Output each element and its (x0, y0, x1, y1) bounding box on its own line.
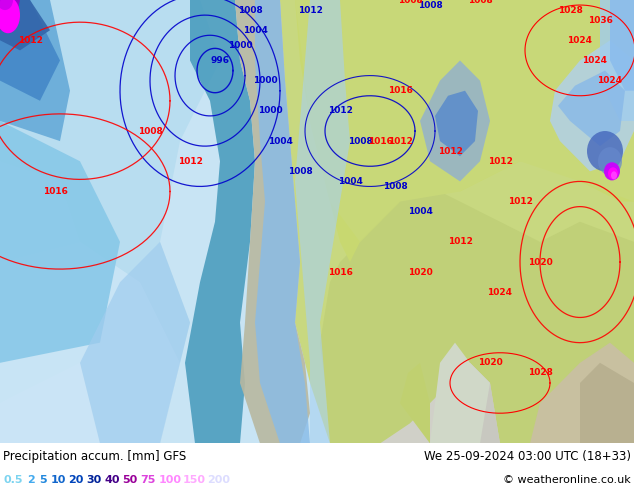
Text: 1004: 1004 (337, 177, 363, 186)
Text: 1024: 1024 (488, 288, 512, 297)
Polygon shape (220, 0, 310, 443)
Text: 0.5: 0.5 (3, 475, 22, 485)
Text: 1000: 1000 (257, 106, 282, 115)
Ellipse shape (608, 167, 618, 179)
Text: 1020: 1020 (408, 268, 432, 277)
Polygon shape (435, 91, 478, 156)
Text: 1016: 1016 (42, 187, 67, 196)
Text: 1024: 1024 (583, 56, 607, 65)
Polygon shape (380, 363, 500, 443)
Polygon shape (320, 181, 634, 443)
Text: 1004: 1004 (268, 137, 292, 146)
Text: 1004: 1004 (243, 26, 268, 35)
Text: 20: 20 (68, 475, 84, 485)
Text: 1008: 1008 (468, 0, 493, 4)
Polygon shape (600, 0, 634, 121)
Text: 100: 100 (158, 475, 181, 485)
Text: 1000: 1000 (228, 41, 252, 50)
Polygon shape (295, 0, 634, 262)
Ellipse shape (0, 0, 20, 33)
Ellipse shape (611, 172, 617, 179)
Text: 40: 40 (105, 475, 120, 485)
Ellipse shape (604, 162, 620, 180)
Text: 996: 996 (210, 56, 230, 65)
Text: 1000: 1000 (253, 76, 277, 85)
Text: 1008: 1008 (347, 137, 372, 146)
Text: 75: 75 (141, 475, 156, 485)
Polygon shape (580, 363, 634, 443)
Text: 200: 200 (207, 475, 231, 485)
Text: 1012: 1012 (297, 5, 323, 15)
Polygon shape (0, 0, 60, 101)
Text: 2: 2 (27, 475, 36, 485)
Text: 1024: 1024 (567, 36, 593, 45)
Text: 50: 50 (122, 475, 138, 485)
Text: 1012: 1012 (488, 157, 512, 166)
Text: © weatheronline.co.uk: © weatheronline.co.uk (503, 475, 631, 485)
Text: 1012: 1012 (328, 106, 353, 115)
Polygon shape (530, 343, 634, 443)
Polygon shape (400, 363, 430, 443)
Polygon shape (420, 60, 490, 181)
Text: 10: 10 (51, 475, 66, 485)
Polygon shape (0, 0, 50, 50)
Text: 1012: 1012 (448, 237, 472, 246)
Polygon shape (280, 0, 634, 443)
Text: 1012: 1012 (178, 157, 202, 166)
Polygon shape (440, 363, 500, 443)
Ellipse shape (598, 147, 622, 175)
Text: 1008: 1008 (418, 0, 443, 9)
Text: 1008: 1008 (238, 5, 262, 15)
Text: We 25-09-2024 03:00 UTC (18+33): We 25-09-2024 03:00 UTC (18+33) (424, 450, 631, 463)
Polygon shape (185, 0, 255, 443)
Text: 1012: 1012 (508, 197, 533, 206)
Polygon shape (0, 0, 220, 443)
Polygon shape (0, 0, 20, 30)
Text: 1028: 1028 (557, 5, 583, 15)
Text: 1012: 1012 (387, 137, 413, 146)
Text: 1036: 1036 (588, 16, 612, 24)
Text: 1008: 1008 (288, 167, 313, 176)
Polygon shape (295, 0, 634, 242)
Ellipse shape (587, 131, 623, 172)
Text: 150: 150 (183, 475, 206, 485)
Text: 1012: 1012 (437, 147, 462, 156)
Polygon shape (0, 242, 180, 443)
Polygon shape (295, 0, 350, 443)
Text: 1020: 1020 (527, 258, 552, 267)
Polygon shape (558, 71, 625, 146)
Polygon shape (0, 161, 80, 262)
Polygon shape (430, 343, 490, 443)
Polygon shape (0, 363, 100, 443)
Polygon shape (0, 0, 120, 363)
Polygon shape (610, 0, 634, 91)
Text: 1008: 1008 (398, 0, 422, 4)
Polygon shape (80, 242, 190, 443)
Text: Precipitation accum. [mm] GFS: Precipitation accum. [mm] GFS (3, 450, 186, 463)
Text: 1008: 1008 (138, 126, 162, 136)
Text: 5: 5 (39, 475, 47, 485)
Text: 1024: 1024 (597, 76, 623, 85)
Polygon shape (550, 40, 634, 172)
Text: 30: 30 (86, 475, 101, 485)
Text: 1008: 1008 (383, 182, 408, 191)
Polygon shape (0, 0, 70, 141)
Ellipse shape (0, 0, 13, 10)
Text: 1012: 1012 (18, 36, 42, 45)
Polygon shape (255, 0, 310, 443)
Text: 1016: 1016 (368, 137, 392, 146)
Text: 1016: 1016 (387, 86, 413, 95)
Text: 1004: 1004 (408, 207, 432, 216)
Text: 1020: 1020 (477, 358, 502, 368)
Text: 1016: 1016 (328, 268, 353, 277)
Text: 1028: 1028 (527, 368, 552, 377)
